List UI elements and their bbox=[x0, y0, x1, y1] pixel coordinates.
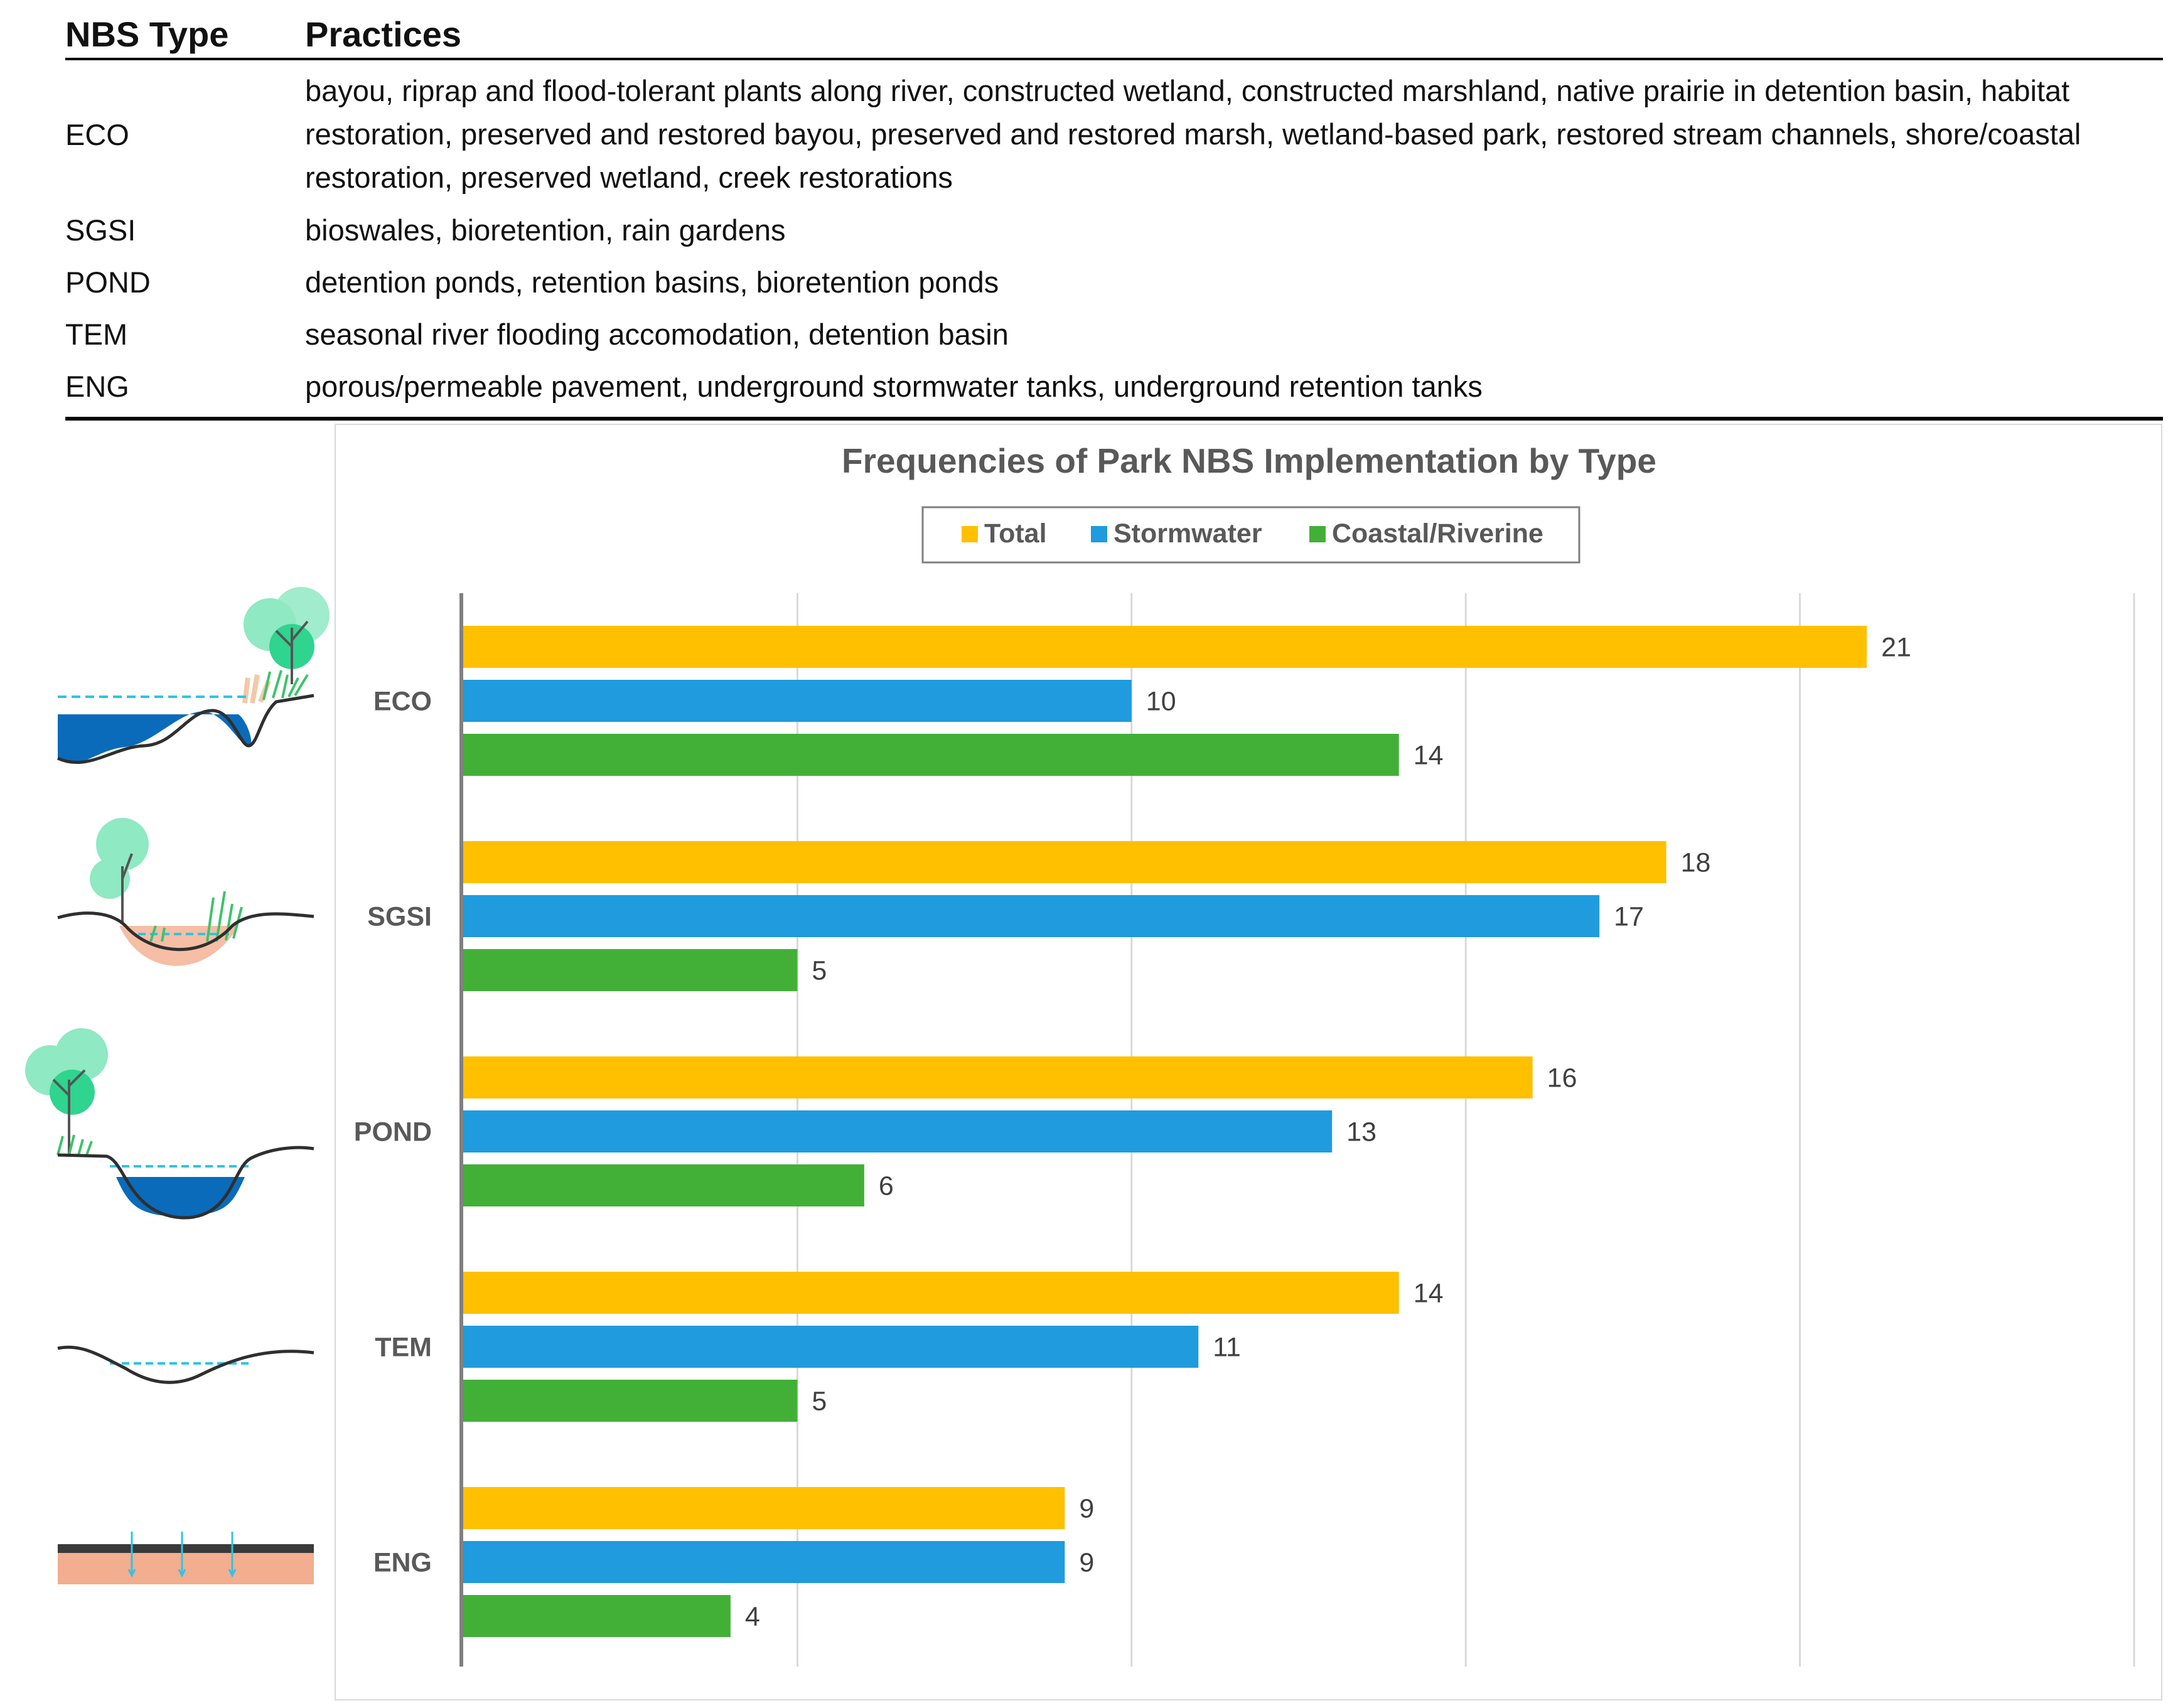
category-label-tem: TEM bbox=[375, 1333, 432, 1363]
tem-seasonal-flood-icon bbox=[57, 1345, 314, 1384]
chart-category-labels: ECO SGSI POND TEM ENG bbox=[354, 687, 432, 1578]
bar-eco-coastal-riverine bbox=[463, 734, 1399, 776]
bar-tem-stormwater bbox=[463, 1326, 1199, 1368]
table-row-tem: TEM seasonal river flooding accomodation… bbox=[65, 313, 2163, 357]
data-label: 17 bbox=[1614, 902, 1644, 932]
data-label: 5 bbox=[812, 1387, 827, 1417]
table-row-pond: POND detention ponds, retention basins, … bbox=[65, 260, 2163, 304]
data-label: 9 bbox=[1079, 1548, 1094, 1578]
legend-box bbox=[921, 506, 1580, 564]
data-label: 4 bbox=[745, 1602, 760, 1632]
data-label: 13 bbox=[1346, 1117, 1376, 1147]
data-label: 6 bbox=[879, 1171, 894, 1201]
data-label: 11 bbox=[1213, 1333, 1241, 1363]
legend-label-stormwater: Stormwater bbox=[1113, 518, 1262, 549]
bar-pond-total bbox=[463, 1056, 1533, 1098]
category-label-sgsi: SGSI bbox=[367, 902, 432, 932]
bar-sgsi-coastal-riverine bbox=[463, 949, 798, 991]
table-header: NBS Type Practices bbox=[65, 9, 2163, 60]
legend-swatch-stormwater bbox=[1091, 526, 1107, 542]
practice-line: seasonal river flooding accomodation, de… bbox=[305, 318, 1009, 351]
pond-detention-icon bbox=[25, 1028, 314, 1220]
row-type: TEM bbox=[65, 318, 128, 351]
bar-sgsi-total bbox=[463, 841, 1666, 883]
legend-label-total: Total bbox=[984, 518, 1047, 549]
practice-line: detention ponds, retention basins, biore… bbox=[305, 266, 999, 299]
bar-pond-coastal-riverine bbox=[463, 1164, 864, 1206]
practice-line: bioswales, bioretention, rain gardens bbox=[305, 213, 786, 247]
data-label: 14 bbox=[1414, 741, 1444, 771]
nbs-practices-table: NBS Type Practices ECO bayou, riprap and… bbox=[65, 9, 2163, 403]
practice-line: restoration, preserved wetland, creek re… bbox=[305, 161, 953, 194]
row-practices: detention ponds, retention basins, biore… bbox=[305, 260, 2163, 304]
bar-eco-total bbox=[463, 626, 1867, 668]
header-practices: Practices bbox=[305, 14, 462, 54]
bar-tem-coastal-riverine bbox=[463, 1380, 798, 1422]
legend-label-coastal: Coastal/Riverine bbox=[1332, 518, 1543, 549]
eng-permeable-pavement-icon bbox=[58, 1532, 314, 1584]
chart-bars: 21 10 14 18 17 5 16 13 6 14 11 5 9 9 4 bbox=[463, 626, 1911, 1637]
data-label: 10 bbox=[1146, 687, 1176, 717]
row-practices: bayou, riprap and flood-tolerant plants … bbox=[305, 69, 2163, 199]
data-label: 5 bbox=[812, 956, 827, 986]
nbs-illustrations bbox=[25, 587, 330, 1584]
table-row-eng: ENG porous/permeable pavement, undergrou… bbox=[65, 365, 2163, 409]
data-label: 18 bbox=[1681, 848, 1711, 878]
bar-sgsi-stormwater bbox=[463, 895, 1600, 937]
practice-line: porous/permeable pavement, underground s… bbox=[305, 370, 1483, 403]
chart-title: Frequencies of Park NBS Implementation b… bbox=[842, 441, 1656, 480]
category-label-pond: POND bbox=[354, 1117, 432, 1147]
table-row-sgsi: SGSI bioswales, bioretention, rain garde… bbox=[65, 208, 2163, 252]
chart-legend: Total Stormwater Coastal/Riverine bbox=[921, 506, 1580, 564]
practice-line: restoration, preserved and restored bayo… bbox=[305, 117, 2081, 151]
row-practices: porous/permeable pavement, underground s… bbox=[305, 365, 2163, 408]
row-type: ECO bbox=[65, 118, 129, 151]
bar-eco-stormwater bbox=[463, 680, 1132, 722]
legend-swatch-coastal bbox=[1309, 526, 1326, 542]
row-type: SGSI bbox=[65, 213, 136, 247]
category-label-eco: ECO bbox=[373, 687, 432, 717]
data-label: 16 bbox=[1547, 1063, 1577, 1093]
bar-eng-total bbox=[463, 1487, 1065, 1529]
bar-eng-stormwater bbox=[463, 1541, 1065, 1583]
data-label: 21 bbox=[1881, 633, 1911, 663]
practice-line: bayou, riprap and flood-tolerant plants … bbox=[305, 74, 2070, 107]
data-label: 9 bbox=[1079, 1494, 1094, 1524]
bar-pond-stormwater bbox=[463, 1110, 1333, 1152]
row-practices: bioswales, bioretention, rain gardens bbox=[305, 208, 2163, 252]
row-type: ENG bbox=[65, 370, 129, 403]
table-bottom-rule bbox=[65, 417, 2163, 421]
bar-tem-total bbox=[463, 1272, 1399, 1314]
data-label: 14 bbox=[1414, 1279, 1444, 1309]
table-row-eco: ECO bayou, riprap and flood-tolerant pla… bbox=[65, 69, 2163, 201]
row-practices: seasonal river flooding accomodation, de… bbox=[305, 313, 2163, 356]
bar-eng-coastal-riverine bbox=[463, 1595, 731, 1637]
category-label-eng: ENG bbox=[373, 1548, 432, 1578]
legend-swatch-total bbox=[962, 526, 978, 542]
chart-frame bbox=[335, 424, 2162, 1700]
row-type: POND bbox=[65, 266, 151, 299]
eco-bayou-icon bbox=[56, 587, 330, 765]
sgsi-bioswale-icon bbox=[57, 818, 314, 966]
header-nbs-type: NBS Type bbox=[65, 14, 229, 54]
